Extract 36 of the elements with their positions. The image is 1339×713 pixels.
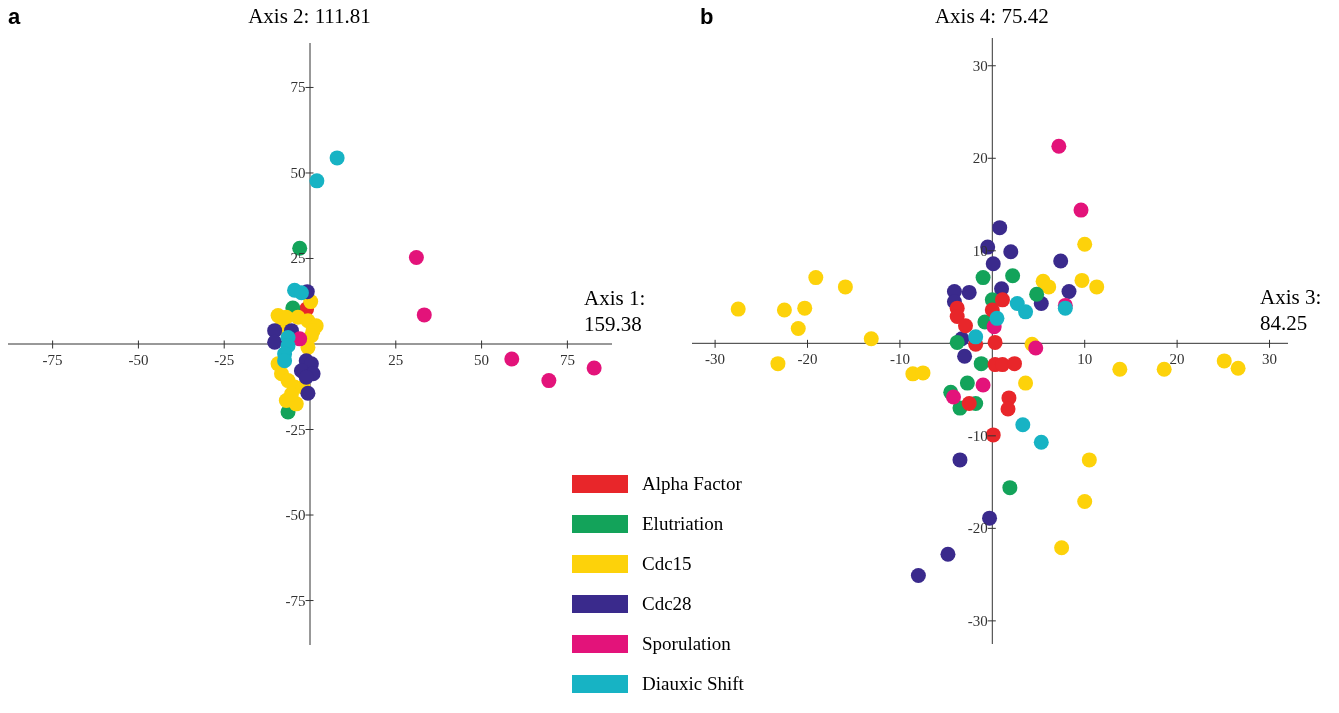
legend-label: Alpha Factor (642, 473, 742, 495)
y-axis-title: Axis 4: 75.42 (933, 4, 1050, 29)
x-tick-label: -30 (705, 350, 726, 367)
x-tick-label: -20 (797, 350, 818, 367)
legend-label: Diauxic Shift (642, 673, 744, 695)
y-tick-label: 25 (290, 250, 306, 267)
x-tick-label: 30 (1262, 350, 1278, 367)
x-tick-label: -25 (214, 351, 235, 368)
chart-title: b (700, 4, 714, 30)
legend-label: Cdc15 (642, 553, 692, 575)
legend-label: Cdc28 (642, 593, 692, 615)
y-tick-label: -10 (967, 427, 988, 444)
y-tick-label: -25 (285, 421, 306, 438)
x-tick-label: 50 (474, 351, 490, 368)
x-tick-label: -75 (42, 351, 63, 368)
x-tick-label: -50 (128, 351, 149, 368)
x-tick-label: -10 (889, 350, 910, 367)
x-tick-label: 20 (1169, 350, 1185, 367)
y-tick-label: -50 (285, 507, 306, 524)
y-tick-label: 10 (972, 242, 988, 259)
chart-title: a (8, 4, 21, 30)
legend-label: Sporulation (642, 633, 731, 655)
y-tick-label: 20 (972, 150, 988, 167)
x-axis-title: Axis 1: 159.38 (584, 284, 646, 337)
y-tick-label: 75 (290, 79, 306, 96)
y-tick-label: -20 (967, 520, 988, 537)
y-tick-label: 30 (972, 57, 988, 74)
y-tick-label: -75 (285, 592, 306, 609)
x-axis-title: Axis 3: 84.25 (1260, 283, 1322, 336)
x-tick-label: 75 (559, 351, 575, 368)
y-axis-title: Axis 2: 111.81 (247, 4, 372, 29)
y-tick-label: 50 (290, 164, 306, 181)
y-tick-label: -30 (967, 612, 988, 629)
x-tick-label: 10 (1077, 350, 1093, 367)
x-tick-label: 25 (388, 351, 404, 368)
legend-label: Elutriation (642, 513, 724, 535)
